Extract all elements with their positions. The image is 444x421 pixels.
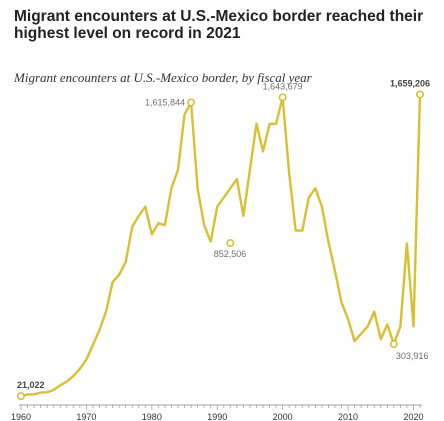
annotation-point [278,93,287,102]
data-labels: 21,022 1,615,844 852,506 1,643,679 303,916 1,… [16,79,430,401]
data-label: 852,506 [214,249,247,259]
series-line-encounters [19,93,422,398]
chart-title: Migrant encounters at U.S.-Mexico border… [14,8,424,42]
x-tick-label: 2020 [403,412,423,421]
x-tick-label: 1980 [142,412,162,421]
data-label: 1,643,679 [263,81,303,91]
data-label: 1,615,844 [145,97,185,107]
annotation-point [16,392,25,401]
annotation-point [226,239,235,248]
x-tick-label: 1970 [76,412,96,421]
data-label: 1,659,206 [390,79,430,89]
x-tick-label: 2010 [338,412,358,421]
annotation-point [389,340,398,349]
x-tick-label: 1990 [207,412,227,421]
data-label: 303,916 [396,351,429,361]
data-label: 21,022 [17,380,45,390]
annotation-point [415,90,424,99]
x-axis: 1960 1970 1980 1990 2000 2010 2020 [11,404,423,421]
chart-subtitle: Migrant encounters at U.S.-Mexico border… [14,70,312,85]
x-tick-label: 1960 [11,412,31,421]
annotation-point [187,98,196,107]
x-tick-label: 2000 [273,412,293,421]
